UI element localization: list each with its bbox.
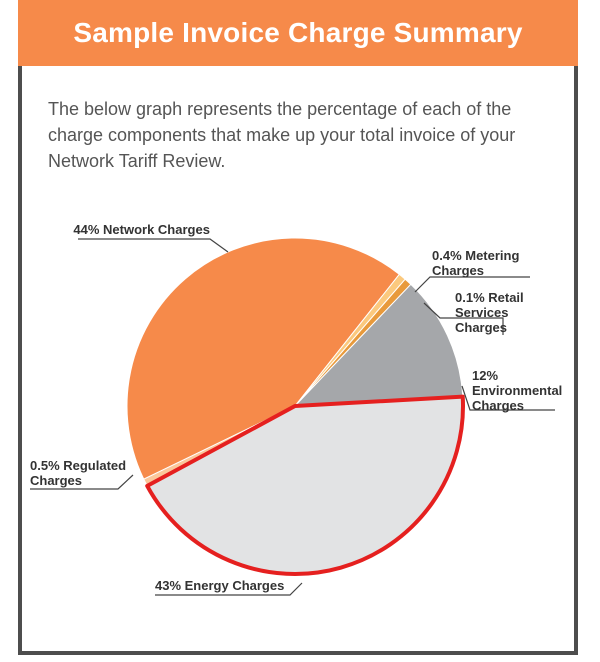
slice-label-regulated-charges: 0.5% Regulated Charges	[30, 458, 126, 488]
slice-label-retail-services-charges: 0.1% Retail Services Charges	[455, 290, 524, 335]
leader-lines	[30, 238, 555, 596]
page-title: Sample Invoice Charge Summary	[73, 17, 523, 48]
leader-line-retail-services-charges	[423, 302, 504, 335]
slice-labels: 44% Network Charges 0.4% Metering Charges 0…	[30, 222, 562, 593]
leader-line-regulated-charges	[30, 474, 134, 490]
highlight-outline-energy-charges	[145, 394, 465, 576]
slice-label-network-charges: 44% Network Charges	[73, 222, 210, 237]
slice-label-energy-charges: 43% Energy Charges	[155, 578, 284, 593]
pie-slice-network-charges	[126, 237, 401, 491]
slice-label-metering-charges: 0.4% Metering Charges	[432, 248, 519, 278]
pie-slice-environmental-charges	[293, 283, 464, 407]
leader-line-environmental-charges	[461, 385, 555, 411]
leader-line-network-charges	[78, 238, 229, 253]
intro-text: The below graph represents the percentag…	[48, 99, 516, 171]
title-banner: Sample Invoice Charge Summary	[18, 0, 578, 66]
highlight-outline	[145, 394, 465, 576]
leader-line-metering-charges	[414, 276, 530, 293]
slice-label-environmental-charges: 12% Environmental Charges	[472, 368, 562, 413]
leader-line-energy-charges	[155, 582, 303, 596]
